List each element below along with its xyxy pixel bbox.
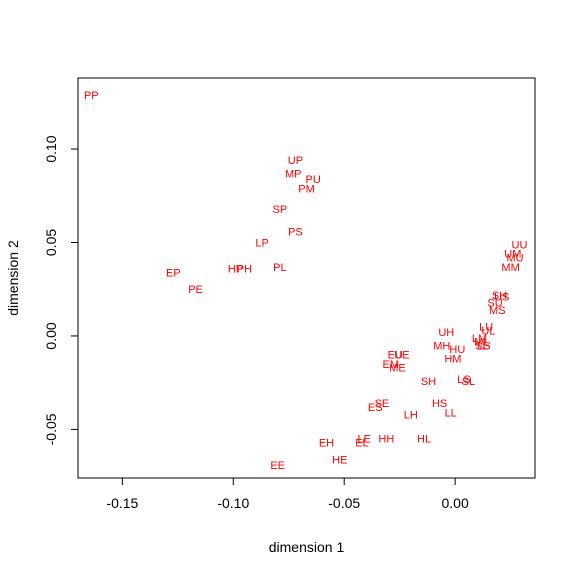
y-tick-label: 0.00: [43, 322, 59, 349]
y-axis-title: dimension 2: [5, 240, 21, 316]
x-tick-label: 0.00: [442, 495, 469, 511]
point-label: SH: [492, 290, 507, 302]
point-label: LS: [477, 340, 490, 352]
point-label: ML: [474, 337, 489, 349]
plot-frame: [77, 77, 536, 479]
point-label: UL: [481, 325, 495, 337]
point-label: LH: [404, 409, 418, 421]
point-label: PP: [84, 90, 99, 102]
x-tick-label: -0.05: [328, 495, 360, 511]
y-tick-label: 0.05: [43, 229, 59, 256]
point-label: ES: [368, 402, 383, 414]
point-label: LU: [479, 322, 493, 334]
point-label: PE: [188, 284, 203, 296]
point-label: LL: [445, 408, 457, 420]
point-label: SL: [475, 340, 488, 352]
point-label: SH: [421, 376, 436, 388]
point-label: HH: [378, 434, 394, 446]
point-label: HS: [432, 398, 447, 410]
point-label: HM: [444, 353, 461, 365]
point-label: HL: [417, 434, 431, 446]
point-label: UM: [504, 249, 521, 261]
point-label: HU: [449, 344, 465, 356]
point-label: MU: [506, 252, 523, 264]
y-axis: -0.05 0.00 0.05 0.10: [43, 135, 78, 445]
x-tick-label: -0.15: [106, 495, 138, 511]
point-label: EU: [388, 350, 403, 362]
point-label: SL: [462, 376, 475, 388]
point-label: MP: [285, 168, 302, 180]
point-label: PH: [237, 264, 252, 276]
point-label: EH: [319, 437, 334, 449]
y-tick-label: 0.10: [43, 135, 59, 162]
point-label: LP: [255, 237, 268, 249]
point-label: SE: [375, 398, 390, 410]
y-tick-label: -0.05: [43, 413, 59, 445]
point-label: UH: [438, 327, 454, 339]
point-label: HE: [332, 454, 347, 466]
point-label: EL: [355, 437, 368, 449]
point-label: UU: [512, 239, 528, 251]
point-label: PS: [288, 226, 303, 238]
point-label: SP: [273, 204, 288, 216]
point-label: MS: [489, 305, 506, 317]
x-axis: -0.15 -0.10 -0.05 0.00: [106, 478, 469, 511]
point-label: PL: [273, 262, 286, 274]
point-label: EP: [166, 267, 181, 279]
point-label: ME: [389, 363, 406, 375]
point-label: MM: [501, 262, 519, 274]
point-label: UP: [288, 155, 303, 167]
point-label: PM: [298, 183, 315, 195]
point-label: LS: [457, 374, 470, 386]
point-label: EE: [270, 460, 285, 472]
point-label: EM: [383, 359, 400, 371]
point-label: SU: [487, 297, 502, 309]
x-axis-title: dimension 1: [269, 539, 345, 555]
point-label: PU: [306, 174, 321, 186]
point-label: US: [494, 292, 509, 304]
point-label: HP: [228, 264, 243, 276]
point-label: MH: [433, 340, 450, 352]
point-label: LE: [357, 434, 370, 446]
x-tick-label: -0.10: [217, 495, 249, 511]
point-label: LM: [472, 333, 487, 345]
point-label: UE: [394, 350, 409, 362]
